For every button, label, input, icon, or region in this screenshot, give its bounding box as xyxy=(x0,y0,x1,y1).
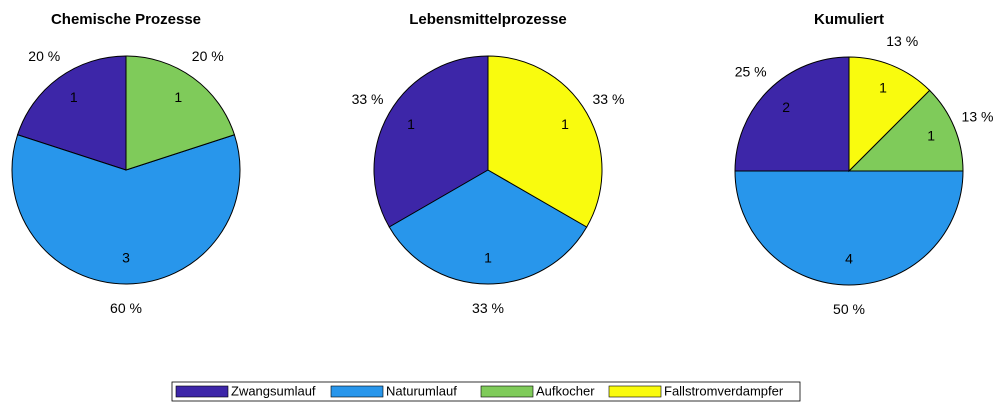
legend-swatch xyxy=(608,385,662,398)
percent-label: 13 % xyxy=(886,33,918,49)
slice-count: 1 xyxy=(484,250,492,266)
pie-slice xyxy=(16,55,127,171)
percent-label: 33 % xyxy=(352,91,384,107)
chart-title: Kumuliert xyxy=(814,11,884,28)
slice-count: 1 xyxy=(174,89,182,105)
legend-label: Naturumlauf xyxy=(386,383,457,398)
legend-label: Aufkocher xyxy=(536,383,595,398)
slice-count: 1 xyxy=(561,116,569,132)
slice-count: 1 xyxy=(407,116,415,132)
percent-label: 50 % xyxy=(833,301,865,317)
pie-slice xyxy=(848,56,931,173)
slice-count: 4 xyxy=(845,251,853,267)
slice-count: 1 xyxy=(927,128,935,144)
chart-title: Lebensmittelprozesse xyxy=(409,11,567,28)
slice-count: 2 xyxy=(782,99,790,115)
percent-label: 33 % xyxy=(472,300,504,316)
pie-slice xyxy=(388,169,588,285)
pie-slice xyxy=(734,56,850,172)
pie-slice xyxy=(11,134,241,285)
chart-title: Chemische Prozesse xyxy=(51,11,201,28)
pie-slice xyxy=(125,55,236,171)
legend-label: Zwangsumlauf xyxy=(231,383,316,398)
legend-label: Fallstromverdampfer xyxy=(664,383,784,398)
percent-label: 20 % xyxy=(192,48,224,64)
percent-label: 13 % xyxy=(962,108,994,124)
slice-count: 1 xyxy=(70,89,78,105)
legend-swatch xyxy=(330,385,384,398)
percent-label: 60 % xyxy=(110,300,142,316)
slice-count: 3 xyxy=(122,250,130,266)
pie-slice xyxy=(487,55,603,228)
slice-count: 1 xyxy=(879,80,887,96)
pie-slice xyxy=(734,170,964,286)
pie-slice xyxy=(373,55,489,228)
pie-slice xyxy=(847,89,964,172)
percent-label: 25 % xyxy=(735,63,767,79)
percent-label: 20 % xyxy=(28,48,60,64)
legend-swatch xyxy=(175,385,229,398)
percent-label: 33 % xyxy=(592,91,624,107)
legend-swatch xyxy=(480,385,534,398)
legend: Zwangsumlauf Naturumlauf Aufkocher Fallstro… xyxy=(171,381,801,402)
